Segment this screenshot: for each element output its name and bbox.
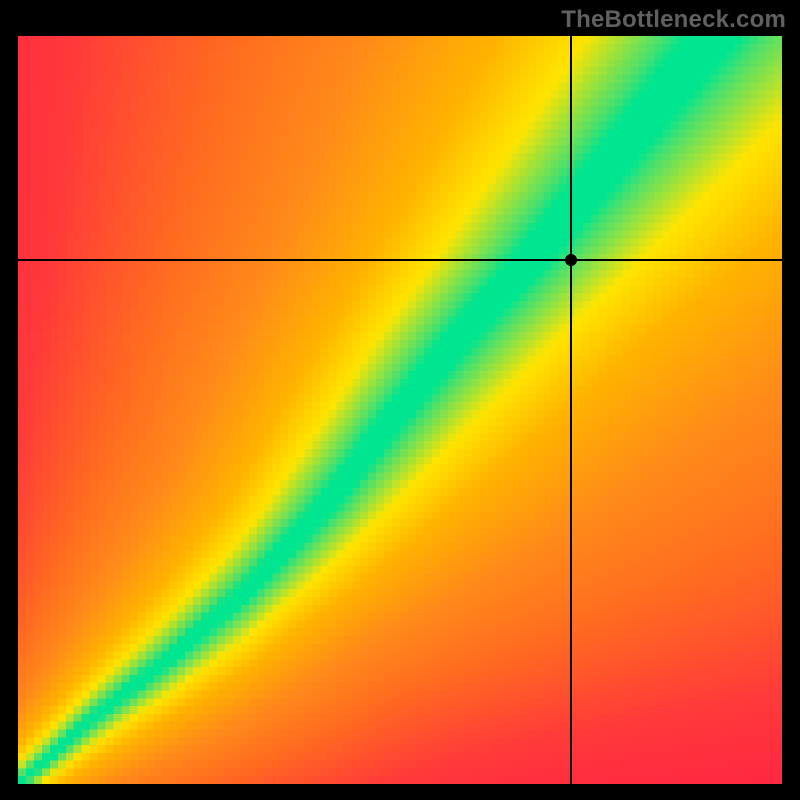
- heatmap-plot: [18, 36, 782, 784]
- crosshair-marker: [565, 254, 577, 266]
- crosshair-vertical: [570, 36, 572, 784]
- watermark-text: TheBottleneck.com: [561, 6, 786, 34]
- heatmap-surface: [18, 36, 782, 784]
- heatmap-canvas: [18, 36, 782, 784]
- crosshair-horizontal: [18, 259, 782, 261]
